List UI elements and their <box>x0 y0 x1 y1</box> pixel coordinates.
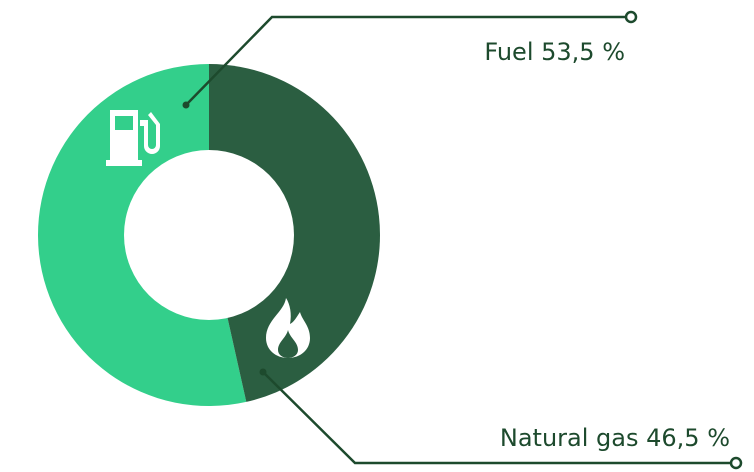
value-label: 53,5 % <box>541 38 625 66</box>
fuel-leader-dot <box>182 101 190 109</box>
fuel-label: Fuel 53,5 % <box>484 38 625 66</box>
leader-lines <box>182 10 743 470</box>
gas-leader <box>262 371 730 465</box>
donut-hole <box>124 150 294 320</box>
fuel-leader <box>185 15 625 106</box>
gas-icon <box>266 298 310 358</box>
fuel-icon <box>106 110 160 166</box>
category-label: Fuel <box>484 38 533 66</box>
gas-leader-dot <box>259 368 267 376</box>
fuel-leader-end <box>624 10 638 24</box>
gas-label: Natural gas 46,5 % <box>500 424 730 452</box>
gas-leader-end <box>729 456 743 470</box>
slice <box>209 64 381 402</box>
category-label: Natural gas <box>500 424 639 452</box>
value-label: 46,5 % <box>646 424 730 452</box>
